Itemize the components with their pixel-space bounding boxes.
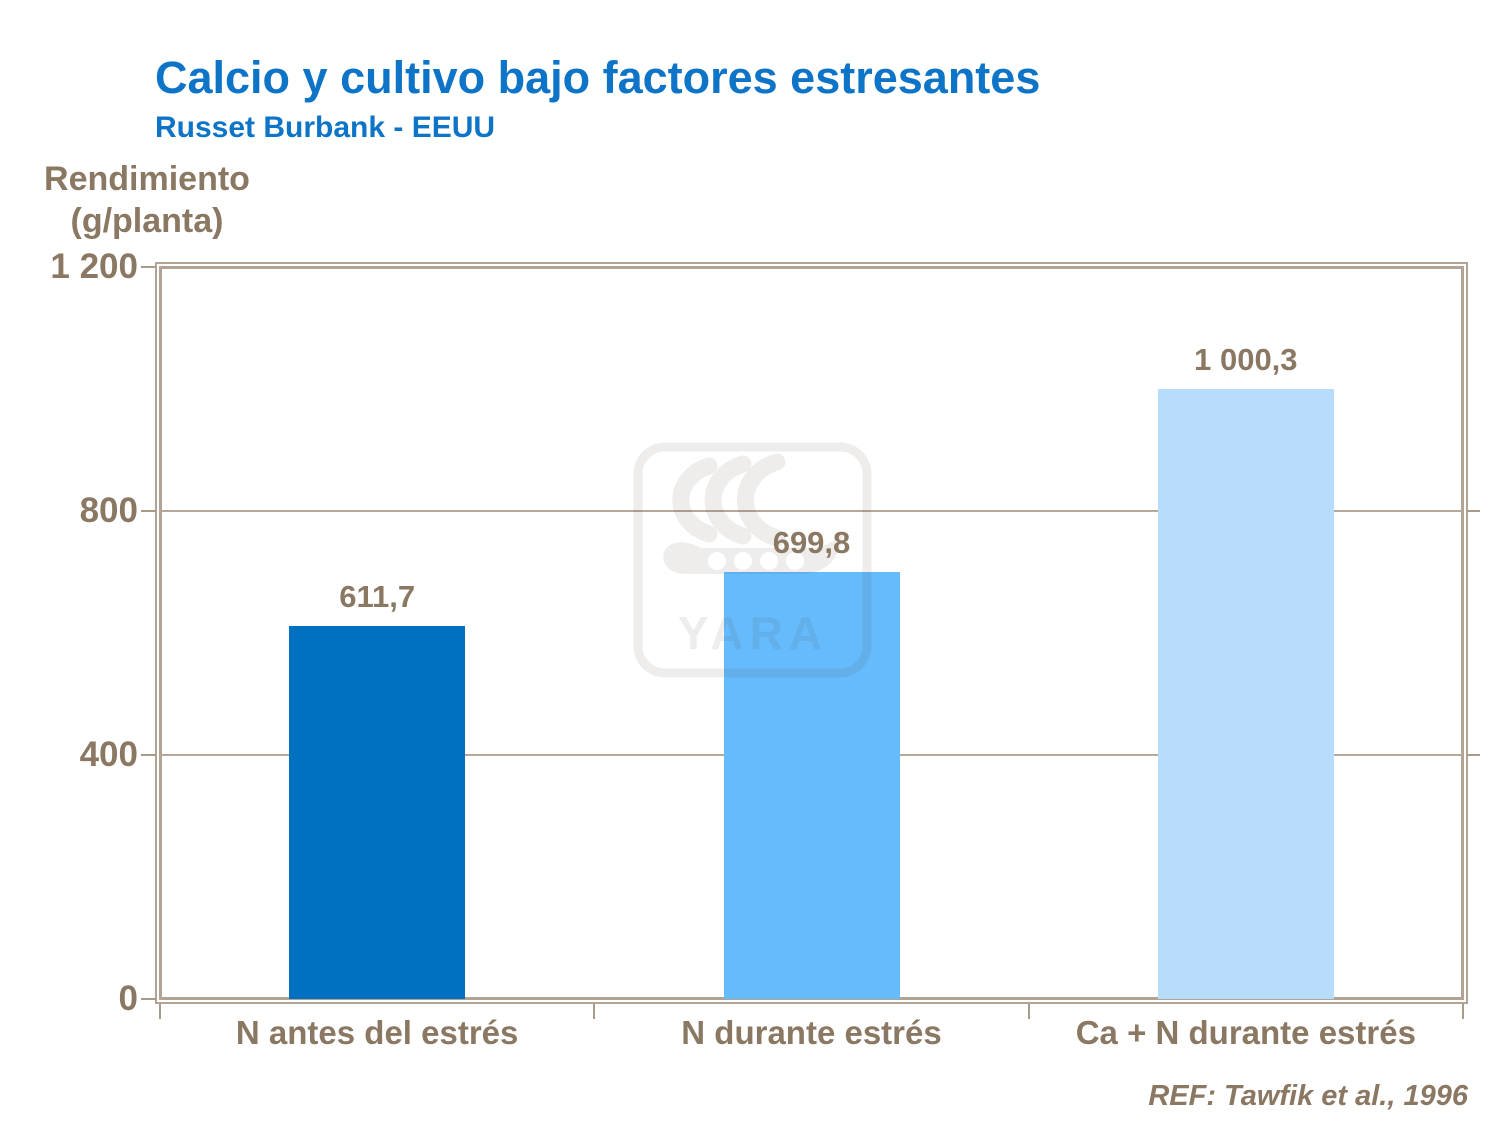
bar-1	[289, 626, 466, 999]
y-axis-tick-mark	[141, 266, 156, 268]
y-axis-title-line2: (g/planta)	[70, 202, 224, 240]
bar-2	[723, 572, 900, 999]
y-axis-tick-label: 0	[118, 979, 138, 1018]
x-axis-category-label: Ca + N durante estrés	[1075, 1014, 1416, 1051]
y-axis-tick-mark	[141, 510, 156, 512]
chart-title: Calcio y cultivo bajo factores estresant…	[155, 52, 1041, 103]
y-axis-tick-mark	[141, 754, 156, 756]
bar-value-label: 1 000,3	[1194, 342, 1298, 377]
gridline-right-stub	[1466, 510, 1480, 512]
x-axis-tick-mark	[1462, 1004, 1464, 1019]
y-axis-tick-mark	[141, 998, 156, 1000]
bar-value-label: 611,7	[339, 579, 416, 614]
y-axis-title: Rendimiento (g/planta)	[22, 158, 272, 242]
x-axis-category-label: N antes del estrés	[235, 1014, 519, 1051]
gridline	[160, 510, 1463, 512]
reference-text: REF: Tawfik et al., 1996	[1148, 1080, 1468, 1112]
x-axis-tick-mark	[1027, 1004, 1030, 1019]
bar-value-label: 699,8	[772, 525, 851, 560]
gridline-right-stub	[1466, 754, 1480, 756]
x-axis-tick-mark	[593, 1004, 596, 1019]
bar-3	[1157, 389, 1334, 999]
chart-subtitle: Russet Burbank - EEUU	[155, 111, 496, 144]
y-axis-tick-label: 800	[79, 491, 138, 530]
y-axis-title-line1: Rendimiento	[44, 160, 250, 198]
x-axis-category-label: N durante estrés	[681, 1014, 942, 1051]
y-axis-tick-label: 400	[79, 735, 138, 774]
x-axis-tick-mark	[159, 1004, 161, 1019]
y-axis-tick-label: 1 200	[50, 247, 138, 286]
